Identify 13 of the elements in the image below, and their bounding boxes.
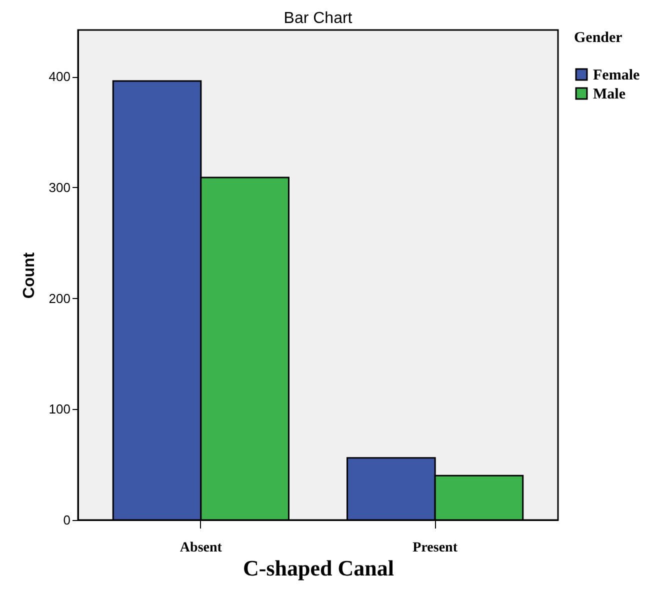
chart-title: Bar Chart	[284, 10, 353, 27]
y-tick-label: 300	[48, 180, 70, 195]
y-axis-title: Count	[20, 252, 38, 299]
y-tick-label: 200	[48, 290, 70, 306]
x-tick-label: Absent	[180, 540, 222, 556]
x-axis-title: C-shaped Canal	[243, 556, 394, 580]
x-tick-label: Present	[412, 540, 458, 556]
legend-label: Female	[593, 68, 640, 84]
y-tick-label: 400	[48, 69, 70, 84]
legend-title: Gender	[574, 30, 623, 46]
legend-label: Male	[593, 86, 626, 102]
y-tick-label: 0	[63, 512, 70, 528]
y-tick-label: 100	[48, 402, 70, 417]
